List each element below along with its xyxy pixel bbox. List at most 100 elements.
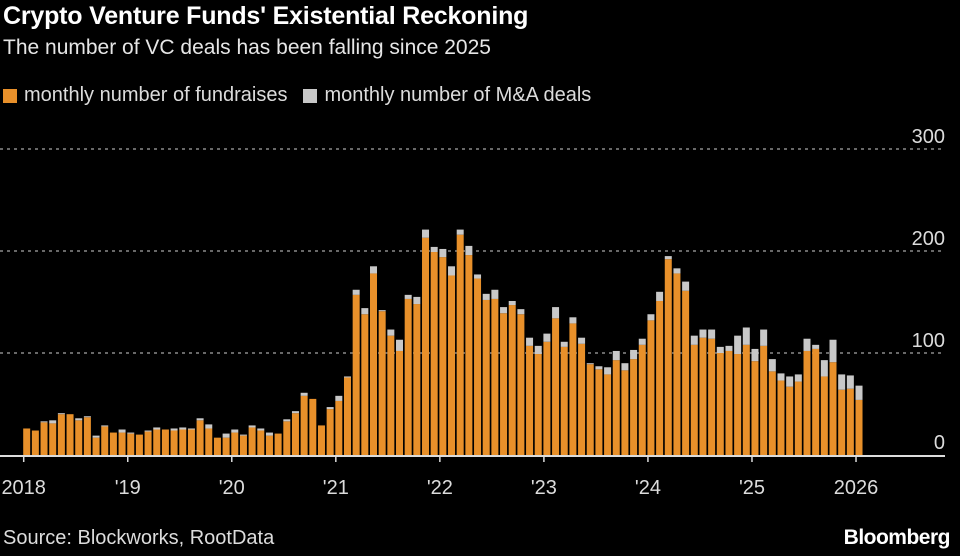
bar-fundraises	[534, 354, 542, 455]
bar-fundraises	[734, 354, 742, 455]
bar-ma-deals	[343, 376, 351, 378]
x-tick-label: 2026	[834, 477, 879, 499]
bar-ma-deals	[40, 421, 48, 423]
bar-ma-deals	[751, 348, 759, 362]
bar-ma-deals	[231, 429, 239, 433]
bar-fundraises	[708, 338, 716, 455]
bar-fundraises	[690, 344, 698, 455]
bar-ma-deals	[75, 418, 83, 421]
bar-fundraises	[170, 430, 178, 455]
bloomberg-logo: Bloomberg	[843, 526, 951, 549]
bar-fundraises	[638, 344, 646, 455]
y-tick-label: 300	[912, 126, 945, 148]
bar-fundraises	[491, 298, 499, 455]
bar-ma-deals	[604, 367, 612, 375]
bar-fundraises	[135, 434, 143, 455]
bar-fundraises	[205, 428, 213, 455]
bar-ma-deals	[673, 268, 681, 274]
bar-fundraises	[187, 429, 195, 455]
x-tick-label: '21	[323, 477, 349, 499]
bar-ma-deals	[352, 289, 360, 295]
bar-ma-deals	[430, 246, 438, 253]
bar-ma-deals	[257, 428, 265, 431]
bar-fundraises	[517, 314, 525, 455]
bar-ma-deals	[855, 385, 863, 400]
bar-ma-deals	[170, 428, 178, 431]
legend-swatch-fundraises	[3, 88, 17, 103]
bar-ma-deals	[413, 296, 421, 305]
bar-ma-deals	[482, 293, 490, 300]
bar-ma-deals	[621, 363, 629, 371]
bar-ma-deals	[708, 329, 716, 339]
bar-ma-deals	[690, 335, 698, 345]
bar-fundraises	[23, 428, 31, 455]
bar-fundraises	[57, 414, 65, 455]
x-tick-label: '24	[635, 477, 661, 499]
bar-fundraises	[343, 377, 351, 455]
bar-fundraises	[794, 381, 802, 455]
y-tick-label: 200	[912, 228, 945, 250]
bar-fundraises	[777, 380, 785, 455]
bar-ma-deals	[474, 274, 482, 279]
bar-fundraises	[838, 389, 846, 455]
bar-ma-deals	[794, 374, 802, 382]
bar-fundraises	[291, 413, 299, 455]
bar-ma-deals	[378, 310, 386, 312]
source-note: Source: Blockworks, RootData	[3, 527, 275, 549]
bar-fundraises	[673, 273, 681, 455]
bar-ma-deals	[291, 411, 299, 414]
bar-fundraises	[118, 432, 126, 455]
bar-fundraises	[274, 433, 282, 455]
bar-fundraises	[109, 432, 117, 455]
bar-ma-deals	[664, 256, 672, 260]
chart-subtitle: The number of VC deals has been falling …	[3, 36, 491, 59]
bar-fundraises	[430, 252, 438, 455]
bar-fundraises	[352, 294, 360, 455]
bar-ma-deals	[239, 434, 247, 436]
bar-ma-deals	[526, 337, 534, 346]
bar-fundraises	[664, 259, 672, 455]
bar-fundraises	[196, 420, 204, 455]
bar-ma-deals	[699, 329, 707, 338]
bar-fundraises	[621, 370, 629, 455]
bar-ma-deals	[396, 339, 404, 351]
bar-ma-deals	[647, 314, 655, 321]
bar-fundraises	[326, 409, 334, 455]
bar-fundraises	[387, 335, 395, 455]
bar-fundraises	[179, 429, 187, 455]
bar-fundraises	[422, 237, 430, 455]
bar-fundraises	[265, 435, 273, 455]
bar-fundraises	[855, 399, 863, 455]
bar-ma-deals	[127, 432, 135, 434]
x-tick-label: '23	[531, 477, 557, 499]
bar-fundraises	[335, 400, 343, 455]
bar-ma-deals	[370, 266, 377, 274]
y-tick-label: 0	[934, 432, 945, 454]
bar-ma-deals	[153, 427, 161, 430]
bar-ma-deals	[560, 341, 568, 347]
bar-fundraises	[812, 348, 820, 455]
bar-ma-deals	[543, 333, 551, 342]
bar-fundraises	[101, 426, 109, 455]
bar-ma-deals	[569, 317, 577, 324]
bar-ma-deals	[326, 407, 334, 410]
x-tick-label: 2018	[1, 477, 46, 499]
bar-ma-deals	[786, 376, 794, 387]
bar-fundraises	[569, 323, 577, 455]
bar-ma-deals	[248, 425, 256, 428]
bar-ma-deals	[595, 366, 603, 370]
bar-fundraises	[552, 318, 560, 455]
bar-ma-deals	[222, 433, 230, 438]
bar-fundraises	[75, 420, 83, 455]
bar-fundraises	[630, 359, 638, 455]
bar-ma-deals	[500, 307, 508, 314]
bar-fundraises	[300, 395, 308, 455]
bar-fundraises	[508, 305, 516, 455]
bar-fundraises	[49, 423, 57, 455]
bar-fundraises	[526, 345, 534, 455]
bar-fundraises	[66, 414, 74, 455]
bar-fundraises	[751, 361, 759, 455]
bar-ma-deals	[456, 229, 464, 235]
bar-fundraises	[846, 388, 854, 455]
